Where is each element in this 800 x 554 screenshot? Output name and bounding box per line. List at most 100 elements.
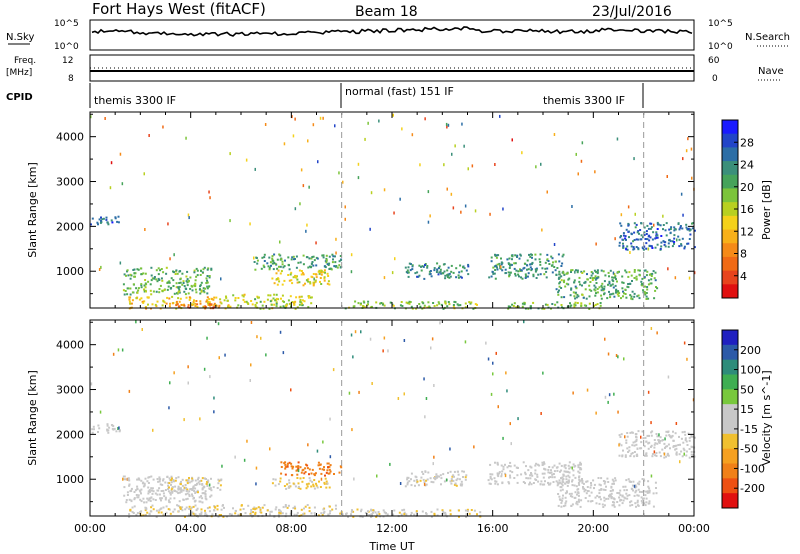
scatter-cell: [188, 513, 191, 516]
scatter-cell: [181, 484, 184, 487]
scatter-cell: [656, 442, 659, 445]
scatter-cell: [656, 287, 659, 290]
scatter-outlier: [383, 276, 386, 280]
scatter-cell: [595, 502, 598, 505]
scatter-cell: [186, 481, 189, 483]
scatter-cell: [645, 501, 648, 504]
scatter-cell: [660, 235, 663, 237]
cpid-segment-2: normal (fast) 151 IF: [345, 85, 454, 98]
scatter-cell: [133, 491, 136, 493]
scatter-cell: [693, 229, 696, 232]
scatter-cell: [452, 474, 455, 477]
colorbar-segment: [722, 215, 738, 230]
scatter-cell: [663, 243, 666, 246]
scatter-cell: [638, 297, 641, 300]
scatter-outlier: [243, 458, 246, 462]
scatter-cell: [643, 479, 646, 482]
scatter-cell: [133, 275, 136, 278]
scatter-outlier: [299, 202, 301, 206]
scatter-cell: [552, 261, 554, 264]
scatter-cell: [196, 269, 199, 272]
scatter-cell: [538, 258, 541, 261]
scatter-cell: [206, 287, 209, 290]
scatter-outlier: [389, 462, 391, 466]
scatter-cell: [260, 511, 263, 514]
scatter-cell: [591, 277, 594, 280]
scatter-outlier: [683, 452, 685, 456]
scatter-cell: [664, 229, 667, 232]
scatter-cell: [311, 261, 314, 263]
scatter-cell: [254, 268, 257, 271]
scatter-cell: [368, 514, 371, 517]
scatter-cell: [616, 271, 619, 274]
scatter-cell: [588, 302, 591, 305]
freq-tick-bottom: 8: [68, 74, 74, 84]
scatter-cell: [655, 286, 657, 288]
scatter-cell: [97, 431, 99, 433]
colorbar-segment: [722, 493, 738, 509]
scatter-outlier: [213, 396, 215, 400]
scatter-cell: [314, 513, 317, 516]
scatter-cell: [613, 295, 616, 298]
scatter-cell: [150, 506, 153, 509]
nsky-tick-bottom: 10^0: [54, 42, 79, 52]
scatter-cell: [413, 479, 416, 482]
scatter-outlier: [294, 117, 296, 121]
scatter-cell: [558, 260, 561, 263]
scatter-cell: [649, 282, 652, 285]
scatter-cell: [423, 304, 426, 307]
scatter-cell: [570, 504, 573, 507]
scatter-cell: [210, 267, 213, 270]
scatter-cell: [453, 483, 456, 486]
colorbar-segment: [722, 202, 738, 217]
scatter-cell: [573, 281, 576, 284]
scatter-cell: [558, 273, 561, 276]
scatter-cell: [569, 466, 572, 469]
scatter-cell: [263, 300, 266, 303]
scatter-cell: [648, 239, 651, 242]
scatter-cell: [196, 306, 199, 308]
scatter-cell: [263, 260, 266, 262]
scatter-cell: [339, 465, 342, 468]
scatter-outlier: [99, 410, 102, 414]
scatter-cell: [576, 488, 579, 491]
scatter-cell: [375, 301, 378, 304]
scatter-cell: [620, 444, 623, 447]
scatter-cell: [626, 435, 629, 438]
scatter-cell: [96, 221, 99, 224]
scatter-cell: [157, 267, 160, 270]
scatter-cell: [284, 505, 287, 508]
scatter-cell: [347, 516, 350, 518]
scatter-cell: [617, 294, 620, 297]
scatter-cell: [301, 469, 304, 472]
scatter-cell: [599, 484, 602, 487]
scatter-cell: [614, 276, 617, 279]
scatter-outlier: [653, 450, 656, 454]
scatter-cell: [190, 488, 193, 490]
scatter-outlier: [141, 328, 143, 331]
scatter-cell: [175, 300, 178, 303]
scatter-cell: [490, 478, 493, 481]
scatter-cell: [392, 304, 395, 307]
scatter-cell: [603, 293, 605, 296]
scatter-cell: [568, 480, 570, 483]
scatter-cell: [430, 275, 433, 278]
scatter-cell: [561, 306, 563, 309]
scatter-cell: [665, 222, 668, 225]
scatter-cell: [185, 498, 188, 501]
scatter-cell: [602, 480, 605, 482]
scatter-cell: [307, 278, 310, 281]
scatter-cell: [608, 495, 611, 498]
scatter-cell: [567, 479, 570, 482]
scatter-cell: [547, 483, 550, 486]
scatter-outlier: [615, 354, 618, 357]
scatter-cell: [546, 258, 549, 261]
scatter-cell: [276, 283, 279, 286]
scatter-cell: [675, 451, 678, 454]
scatter-outlier: [687, 137, 689, 141]
scatter-cell: [383, 304, 386, 307]
scatter-cell: [132, 283, 135, 286]
scatter-cell: [424, 470, 427, 473]
scatter-cell: [632, 489, 635, 492]
scatter-cell: [311, 468, 314, 471]
